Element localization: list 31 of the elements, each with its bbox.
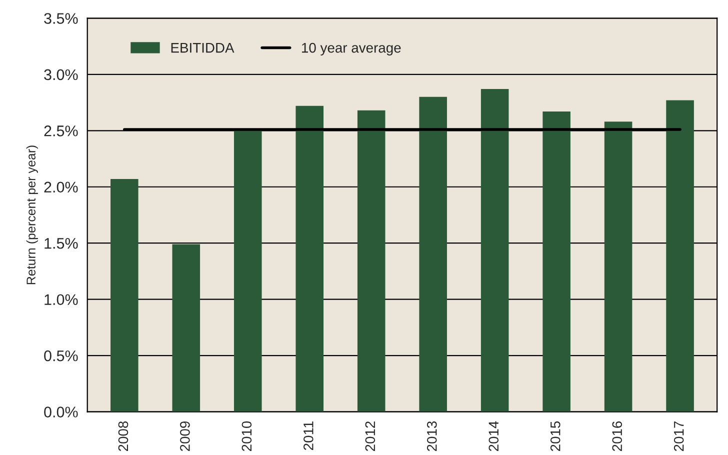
- bar: [296, 106, 324, 412]
- bar: [480, 89, 509, 412]
- bar: [419, 96, 447, 412]
- y-tick-label: 1.0%: [44, 294, 78, 306]
- y-tick-label: 0.5%: [44, 350, 78, 362]
- x-tick-label: 2014: [488, 421, 499, 451]
- x-tick-label: 2016: [612, 421, 622, 451]
- bar: [604, 122, 632, 412]
- bar: [542, 112, 570, 412]
- bar: [234, 130, 262, 412]
- bar: [172, 244, 200, 412]
- bar: [357, 110, 386, 412]
- bar: [666, 100, 694, 412]
- y-tick-label: 1.5%: [44, 238, 78, 249]
- bar: [110, 179, 138, 412]
- y-tick-label: 3.0%: [44, 69, 78, 80]
- x-tick-label: 2015: [550, 421, 560, 451]
- x-tick-label: 2013: [426, 421, 437, 451]
- x-tick-label: 2011: [304, 421, 314, 450]
- x-tick-label: 2009: [180, 421, 190, 451]
- x-tick-label: 2010: [242, 421, 252, 451]
- legend-label: EBITIDDA: [171, 43, 234, 53]
- x-tick-label: 2017: [674, 421, 684, 451]
- legend-label: 10 year average: [302, 42, 401, 56]
- x-tick-label: 2012: [365, 421, 376, 451]
- y-tick-label: 0.0%: [44, 406, 78, 418]
- y-tick-label: 3.5%: [44, 13, 78, 24]
- y-axis-title: Return (percent per year): [26, 146, 38, 284]
- x-tick-label: 2008: [118, 421, 128, 451]
- y-tick-label: 2.5%: [44, 126, 78, 136]
- y-tick-label: 2.0%: [44, 182, 78, 193]
